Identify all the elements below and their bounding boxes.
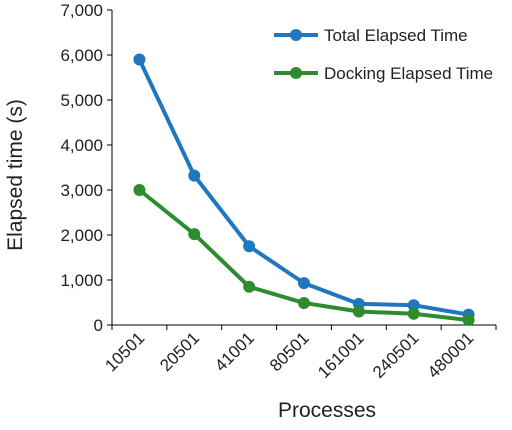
series-line (137, 58, 469, 317)
series-2 (133, 184, 475, 327)
legend-label: Docking Elapsed Time (324, 64, 493, 83)
y-tick-label: 0 (94, 316, 103, 335)
x-ticks: 10501 20501 41001 80501 161001 240501 480001 (101, 325, 497, 382)
series-layer (133, 53, 475, 327)
series-1 (133, 53, 475, 321)
data-point (298, 296, 310, 309)
data-point (243, 240, 256, 253)
y-tick-label: 5,000 (60, 91, 103, 110)
legend-swatch-marker (290, 67, 302, 79)
x-tick-label: 10501 (101, 328, 148, 375)
data-point (133, 53, 146, 66)
y-ticks: 0 1,000 2,000 3,000 4,000 5,000 6,000 7,000 (60, 1, 112, 335)
y-tick-label: 6,000 (60, 46, 103, 65)
y-tick-label: 7,000 (60, 1, 103, 20)
y-tick-label: 1,000 (60, 271, 103, 290)
data-point (352, 305, 365, 318)
x-axis-title: Processes (278, 399, 376, 422)
x-tick-label: 161001 (314, 328, 368, 382)
data-point (133, 184, 146, 196)
x-tick-label: 80501 (266, 328, 313, 375)
y-axis-title: Elapsed time (s) (4, 99, 27, 251)
data-point (462, 314, 475, 327)
data-point (188, 228, 201, 241)
legend-swatch-marker (290, 29, 302, 41)
legend-item: Total Elapsed Time (274, 26, 468, 45)
x-tick-label: 240501 (369, 328, 423, 382)
legend: Total Elapsed Time Docking Elapsed Time (274, 26, 493, 83)
axes (111, 10, 496, 326)
data-point (407, 299, 420, 312)
data-point (188, 169, 201, 182)
y-tick-label: 3,000 (60, 181, 103, 200)
data-point (243, 280, 256, 293)
x-tick-label: 480001 (424, 328, 478, 382)
data-point (407, 307, 420, 320)
x-tick-label: 20501 (156, 328, 203, 375)
x-tick-label: 41001 (211, 328, 258, 375)
legend-label: Total Elapsed Time (324, 26, 468, 45)
y-tick-label: 2,000 (60, 226, 103, 245)
data-point (298, 277, 310, 290)
y-tick-label: 4,000 (60, 136, 103, 155)
legend-item: Docking Elapsed Time (274, 64, 493, 83)
